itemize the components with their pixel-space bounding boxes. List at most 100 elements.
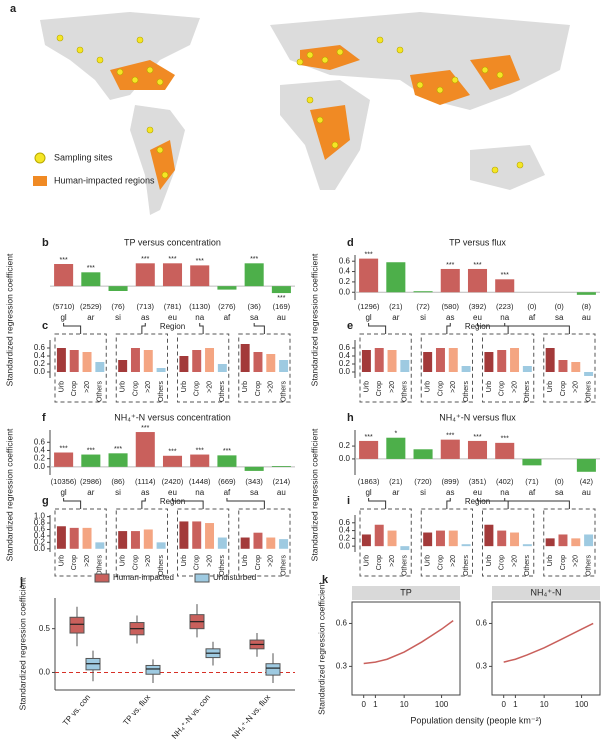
x-tick-label: Others [524, 555, 531, 577]
bar [359, 258, 379, 293]
x-tick-label: sa [555, 488, 564, 497]
line [363, 619, 454, 665]
bar [271, 286, 291, 294]
x-tick-label: gl [365, 488, 371, 497]
y-tick-label: 0.6 [476, 619, 488, 628]
x-tick-label: Urb [120, 555, 127, 566]
y-tick-label: 0.4 [34, 446, 46, 455]
group-frame [238, 508, 291, 577]
sample-size: (402) [496, 477, 514, 486]
x-tick-label: ar [392, 488, 399, 497]
x-tick-label: Others [219, 555, 226, 577]
bar [545, 348, 555, 372]
sample-size: (214) [273, 477, 291, 486]
connector [141, 498, 146, 509]
x-tick-label: Urb [425, 555, 432, 566]
bar [495, 442, 515, 459]
x-tick-label: si [420, 488, 426, 497]
x-tick-label: as [446, 488, 454, 497]
x-tick-label: Urb [486, 555, 493, 566]
bar [190, 265, 210, 287]
bar [54, 264, 74, 287]
sample-size: (1296) [358, 302, 380, 311]
connector [63, 498, 82, 509]
bar [205, 348, 215, 372]
panel-label: b [42, 237, 49, 249]
y-tick-label: 0.4 [34, 351, 46, 360]
panel-label: j [19, 576, 23, 588]
sample-size: (669) [218, 477, 236, 486]
panel-label: k [322, 574, 329, 586]
bar [81, 454, 101, 467]
x-tick-label: >20 [206, 381, 213, 393]
x-tick-label: na [195, 313, 204, 322]
land [40, 12, 200, 100]
strip [492, 586, 600, 600]
x-tick-label: na [500, 488, 509, 497]
x-tick-label: ar [87, 488, 94, 497]
sample-size: (76) [111, 302, 125, 311]
y-axis-label: Standardized regression coefficient [4, 253, 14, 386]
group-frame [115, 508, 168, 577]
chart-title: TP versus flux [449, 237, 506, 247]
bar [374, 524, 384, 547]
bar [448, 530, 458, 547]
x-tick-label: Crop [499, 381, 506, 396]
bar [448, 348, 458, 372]
x-tick-label: Crop [376, 555, 383, 570]
connector [477, 323, 509, 334]
bar [522, 366, 532, 372]
x-tick-label: af [224, 488, 231, 497]
x-tick-label: si [115, 488, 121, 497]
group-frame [482, 333, 535, 403]
sample-size: (0) [555, 302, 565, 311]
x-tick-label: Crop [71, 555, 78, 570]
sample-size: (713) [137, 302, 155, 311]
y-tick-label: 0.2 [34, 537, 46, 546]
group-frame [54, 333, 107, 403]
significance: *** [250, 256, 258, 263]
significance: *** [87, 265, 95, 272]
bar [461, 366, 471, 372]
bar [440, 268, 460, 293]
x-tick-label: si [420, 313, 426, 322]
bar [217, 286, 237, 290]
bar [82, 527, 92, 549]
bar [244, 466, 264, 471]
bar [156, 542, 166, 549]
legend-swatch [194, 573, 210, 583]
x-tick-label: au [582, 313, 591, 322]
panel-label: i [347, 495, 350, 507]
x-tick-label: Others [585, 381, 592, 403]
y-axis-label: Standardized regression coefficient [4, 428, 14, 561]
bar [217, 455, 237, 467]
sample-size: (781) [164, 302, 182, 311]
y-tick-label: 0.2 [34, 454, 46, 463]
x-tick-label: >20 [450, 381, 457, 393]
land [470, 145, 545, 190]
x-tick-label: Others [97, 555, 104, 577]
bar [162, 455, 183, 467]
sample-size: (72) [416, 302, 430, 311]
panel-label: e [347, 320, 353, 332]
x-tick-label: >20 [268, 381, 275, 393]
world-map [40, 12, 570, 215]
bar [95, 542, 105, 549]
significance: *** [446, 432, 454, 439]
x-tick-label: Others [280, 555, 287, 577]
x-tick-label: Urb [242, 555, 249, 566]
panel-label: h [347, 412, 354, 424]
group-frame [543, 333, 596, 403]
bar [130, 531, 140, 549]
sample-size: (0) [555, 477, 565, 486]
significance: * [394, 431, 397, 438]
x-tick-label: >20 [573, 381, 580, 393]
bar [118, 360, 128, 372]
bar [387, 350, 397, 372]
x-tick-label: Others [402, 381, 409, 403]
x-tick-label: Crop [255, 555, 262, 570]
x-tick-label: Crop [560, 381, 567, 396]
bar [522, 458, 542, 466]
x-tick-label: Crop [255, 381, 262, 396]
y-tick-label: 1.0 [34, 512, 46, 521]
